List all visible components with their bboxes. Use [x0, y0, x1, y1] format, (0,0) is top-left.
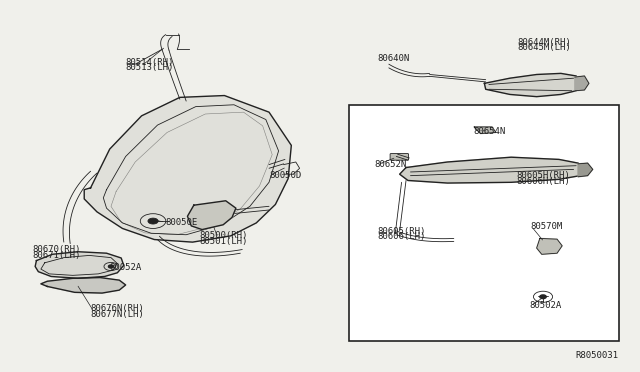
Polygon shape — [474, 127, 496, 134]
Polygon shape — [484, 73, 581, 97]
Text: 80606H(LH): 80606H(LH) — [516, 177, 570, 186]
Text: 80502A: 80502A — [529, 301, 561, 311]
Polygon shape — [575, 76, 589, 91]
FancyBboxPatch shape — [390, 154, 408, 160]
Text: 80677N(LH): 80677N(LH) — [91, 310, 145, 319]
Text: 80671(LH): 80671(LH) — [32, 251, 81, 260]
Circle shape — [540, 295, 546, 299]
Polygon shape — [84, 96, 291, 242]
Circle shape — [148, 218, 158, 224]
Text: 80052A: 80052A — [109, 263, 142, 272]
Text: R8050031: R8050031 — [575, 350, 618, 360]
Text: 80606(LH): 80606(LH) — [378, 232, 426, 241]
Polygon shape — [399, 157, 586, 183]
FancyBboxPatch shape — [349, 105, 620, 341]
Text: 80670(RH): 80670(RH) — [32, 245, 81, 254]
Polygon shape — [537, 238, 562, 254]
Text: 80654N: 80654N — [473, 127, 505, 136]
Text: 80640N: 80640N — [378, 54, 410, 63]
Text: 80645M(LH): 80645M(LH) — [518, 43, 572, 52]
Text: 80500(RH): 80500(RH) — [199, 231, 247, 240]
Text: 80605H(RH): 80605H(RH) — [516, 171, 570, 180]
Text: 80514(RH): 80514(RH) — [125, 58, 174, 67]
Text: 80050E: 80050E — [166, 218, 198, 227]
Polygon shape — [35, 252, 124, 278]
Text: 80501(LH): 80501(LH) — [199, 237, 247, 246]
Polygon shape — [188, 201, 236, 230]
Circle shape — [108, 265, 113, 268]
Text: 80513(LH): 80513(LH) — [125, 63, 174, 72]
Text: 80605(RH): 80605(RH) — [378, 227, 426, 235]
Polygon shape — [41, 278, 125, 293]
Text: 80644M(RH): 80644M(RH) — [518, 38, 572, 46]
Text: 80676N(RH): 80676N(RH) — [91, 304, 145, 313]
Text: 80570M: 80570M — [531, 222, 563, 231]
Polygon shape — [578, 163, 593, 177]
Text: 80050D: 80050D — [269, 171, 301, 180]
Text: 80652N: 80652N — [374, 160, 406, 169]
